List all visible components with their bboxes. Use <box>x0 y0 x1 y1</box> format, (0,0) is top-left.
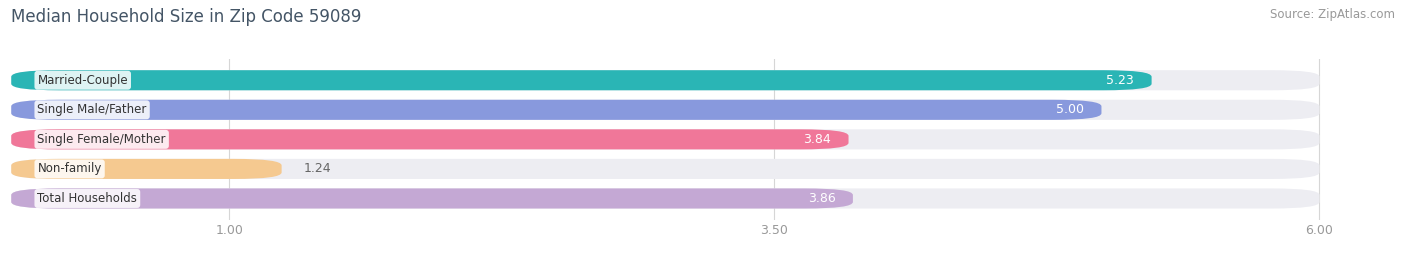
Text: 3.84: 3.84 <box>803 133 831 146</box>
Text: 5.00: 5.00 <box>1056 103 1084 116</box>
FancyBboxPatch shape <box>11 188 853 209</box>
FancyBboxPatch shape <box>11 100 1101 120</box>
FancyBboxPatch shape <box>11 159 1319 179</box>
FancyBboxPatch shape <box>11 188 1319 209</box>
FancyBboxPatch shape <box>11 70 1319 90</box>
Text: Source: ZipAtlas.com: Source: ZipAtlas.com <box>1270 8 1395 21</box>
Text: Total Households: Total Households <box>38 192 138 205</box>
Text: Married-Couple: Married-Couple <box>38 74 128 87</box>
FancyBboxPatch shape <box>11 70 1152 90</box>
Text: Non-family: Non-family <box>38 162 101 176</box>
Text: 1.24: 1.24 <box>304 162 330 176</box>
FancyBboxPatch shape <box>11 129 1319 150</box>
FancyBboxPatch shape <box>11 129 849 150</box>
Text: 3.86: 3.86 <box>807 192 835 205</box>
FancyBboxPatch shape <box>11 100 1319 120</box>
Text: Single Male/Father: Single Male/Father <box>38 103 146 116</box>
FancyBboxPatch shape <box>11 159 281 179</box>
Text: 5.23: 5.23 <box>1107 74 1135 87</box>
Text: Median Household Size in Zip Code 59089: Median Household Size in Zip Code 59089 <box>11 8 361 26</box>
Text: Single Female/Mother: Single Female/Mother <box>38 133 166 146</box>
